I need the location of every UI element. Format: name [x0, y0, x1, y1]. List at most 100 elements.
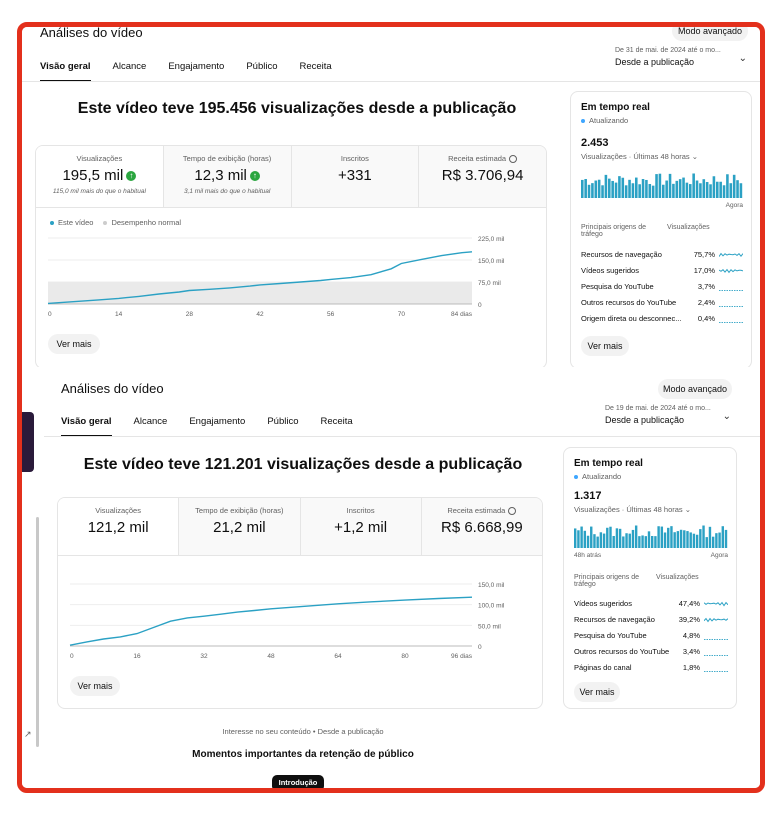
x-tick-label: 32	[200, 653, 208, 660]
tab-reach[interactable]: Alcance	[112, 61, 147, 72]
metric-subscribers[interactable]: Inscritos +331	[290, 146, 419, 207]
tab-revenue[interactable]: Receita	[320, 416, 353, 427]
metric-value: 21,2 mil	[213, 519, 266, 536]
metric-subscribers[interactable]: Inscritos +1,2 mil	[299, 498, 421, 555]
realtime-bar	[658, 173, 662, 198]
realtime-title: Em tempo real	[574, 458, 643, 469]
tab-engagement[interactable]: Engajamento	[168, 61, 225, 72]
x-tick-label: 14	[115, 311, 123, 318]
metric-label: Visualizações	[95, 506, 141, 515]
realtime-bar	[702, 179, 706, 198]
metric-label: Inscritos	[340, 154, 369, 163]
metric-label: Tempo de exibição (horas)	[182, 154, 272, 163]
screenshot-frame: Análises do vídeo Modo avançado Visão ge…	[17, 22, 765, 793]
realtime-period-dropdown[interactable]: Visualizações · Últimas 48 horas ⌄	[581, 152, 699, 161]
tab-revenue[interactable]: Receita	[299, 61, 332, 72]
traffic-row: Pesquisa do YouTube 4,8%	[574, 628, 728, 642]
x-tick-label: 70	[398, 311, 406, 318]
realtime-bar	[670, 526, 673, 548]
chevron-down-icon: ⌄	[684, 505, 692, 514]
metric-value: +331	[337, 167, 372, 184]
y-tick-label: 50,0 mil	[478, 623, 501, 630]
axis-label-now: Agora	[725, 202, 743, 209]
see-more-button[interactable]: Ver mais	[574, 682, 620, 702]
realtime-bar	[705, 182, 709, 198]
see-more-button[interactable]: Ver mais	[581, 336, 629, 356]
views-line-chart: 150,0 mil 100,0 mil 50,0 mil 0 0 16 32 48 64 80 96…	[69, 582, 505, 660]
realtime-bar	[611, 180, 614, 198]
tab-overview[interactable]: Visão geral	[61, 416, 112, 437]
traffic-sparkline	[704, 617, 728, 623]
realtime-period-dropdown[interactable]: Visualizações · Últimas 48 horas ⌄	[574, 505, 692, 514]
realtime-bar	[609, 526, 612, 548]
date-range-caption: De 19 de mai. de 2024 até o mo...	[605, 405, 711, 412]
advanced-mode-button[interactable]: Modo avançado	[658, 379, 732, 399]
metric-watch-time[interactable]: Tempo de exibição (horas) 21,2 mil	[178, 498, 299, 555]
axis-label-48h: 48h atrás	[574, 552, 602, 559]
tab-reach[interactable]: Alcance	[133, 416, 168, 427]
realtime-bar	[645, 179, 648, 198]
realtime-bar	[660, 526, 664, 548]
tab-audience[interactable]: Público	[267, 416, 299, 427]
traffic-row: Recursos de navegação 75,7%	[581, 247, 743, 261]
tab-audience[interactable]: Público	[246, 61, 278, 72]
metric-watch-time[interactable]: Tempo de exibição (horas) 12,3 mil ↑ 3,1 …	[162, 146, 291, 207]
realtime-bar	[587, 184, 591, 198]
realtime-bar	[722, 185, 726, 198]
realtime-bar	[711, 536, 715, 548]
metric-value: 195,5 mil	[62, 167, 124, 184]
axis-label-now: Agora	[710, 552, 728, 559]
metric-views[interactable]: Visualizações 195,5 mil ↑ 115,0 mil mais …	[36, 146, 163, 207]
realtime-status: Atualizando	[581, 116, 628, 125]
realtime-status: Atualizando	[574, 472, 621, 481]
realtime-bar	[647, 531, 651, 548]
realtime-bar	[586, 535, 590, 548]
realtime-bar	[729, 183, 733, 198]
traffic-sparkline	[704, 671, 728, 672]
realtime-bar	[615, 528, 619, 548]
left-edge-strip: ↗	[22, 367, 44, 788]
realtime-bar	[678, 179, 682, 198]
realtime-bar	[628, 533, 631, 548]
sparkline	[719, 252, 743, 258]
views-header: Visualizações	[656, 574, 699, 581]
metric-value: 121,2 mil	[87, 519, 149, 536]
metric-revenue[interactable]: Receita estimada R$ 6.668,99	[420, 498, 542, 555]
realtime-bar	[618, 528, 622, 548]
traffic-row: Vídeos sugeridos 47,4%	[574, 596, 728, 610]
realtime-title: Em tempo real	[581, 102, 650, 113]
tab-engagement[interactable]: Engajamento	[189, 416, 246, 427]
realtime-bar	[692, 173, 695, 198]
realtime-bar	[676, 531, 680, 548]
scrollbar[interactable]	[36, 517, 39, 747]
traffic-sparkline	[719, 252, 743, 258]
y-tick-label: 75,0 mil	[478, 280, 501, 287]
realtime-bar	[675, 180, 679, 198]
tab-overview[interactable]: Visão geral	[40, 61, 91, 82]
realtime-bar	[686, 531, 689, 548]
views-header: Visualizações	[667, 224, 710, 231]
realtime-card: Em tempo real Atualizando 2.453 Visualiz…	[570, 91, 752, 369]
date-range-selector[interactable]: De 19 de mai. de 2024 até o mo... Desde …	[605, 405, 731, 425]
realtime-bar	[641, 179, 645, 198]
realtime-bar	[628, 179, 631, 198]
advanced-mode-button[interactable]: Modo avançado	[672, 27, 748, 41]
realtime-bar	[621, 177, 625, 198]
realtime-bar	[612, 535, 615, 548]
realtime-bar	[667, 527, 670, 548]
date-range-selector[interactable]: De 31 de mai. de 2024 até o mo... Desde …	[615, 47, 747, 67]
see-more-button[interactable]: Ver mais	[70, 676, 120, 696]
x-tick-label: 48	[267, 653, 275, 660]
legend-item-this-video: Este vídeo	[50, 218, 93, 227]
realtime-bar	[719, 181, 722, 198]
realtime-bar	[695, 180, 699, 198]
metrics-card: Visualizações 121,2 mil Tempo de exibiçã…	[57, 497, 543, 709]
see-more-button[interactable]: Ver mais	[48, 334, 100, 354]
realtime-bar	[721, 526, 724, 548]
realtime-bar	[685, 182, 689, 198]
metric-views[interactable]: Visualizações 121,2 mil	[58, 498, 179, 555]
realtime-bar	[625, 533, 628, 548]
intro-chip[interactable]: Introdução	[272, 775, 324, 788]
y-tick-label: 0	[478, 302, 482, 309]
metric-revenue[interactable]: Receita estimada R$ 3.706,94	[418, 146, 546, 207]
